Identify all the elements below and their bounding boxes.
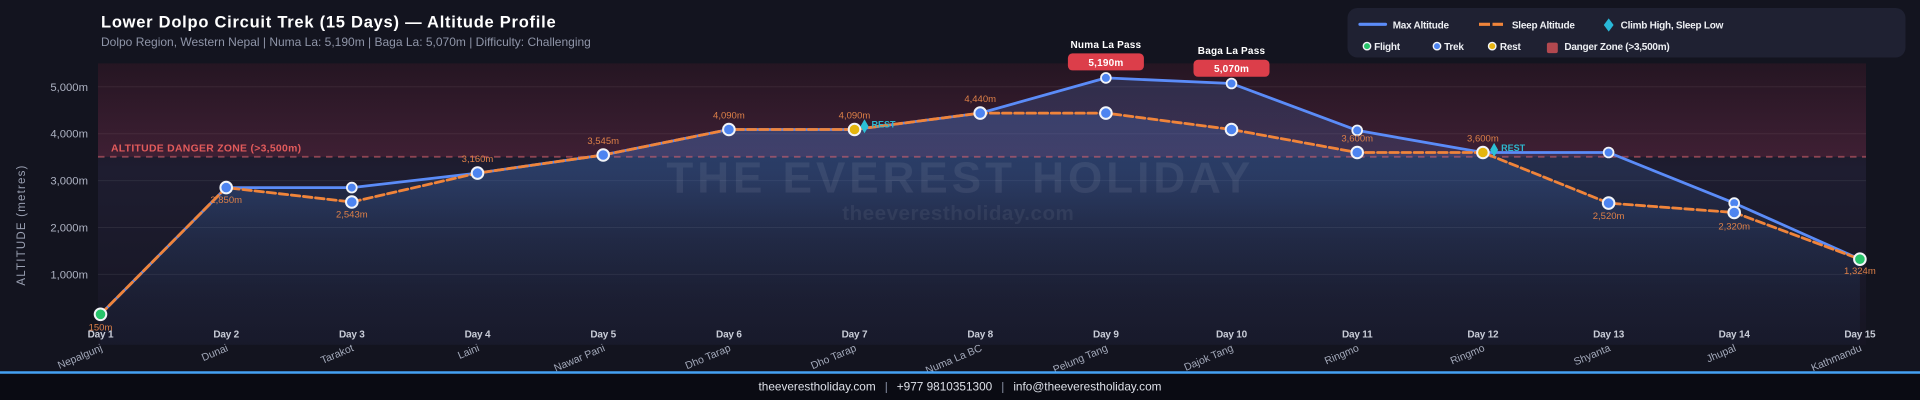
svg-text:2,520m: 2,520m bbox=[1593, 211, 1625, 222]
svg-text:5,190m: 5,190m bbox=[1088, 58, 1123, 69]
svg-text:Day 9: Day 9 bbox=[1093, 330, 1119, 341]
svg-text:Baga La Pass: Baga La Pass bbox=[1198, 46, 1266, 57]
svg-text:Day 7: Day 7 bbox=[842, 330, 868, 341]
svg-text:4,090m: 4,090m bbox=[839, 111, 871, 122]
svg-text:3,000m: 3,000m bbox=[50, 176, 88, 188]
svg-text:Danger Zone (>3,500m): Danger Zone (>3,500m) bbox=[1564, 42, 1669, 53]
svg-text:5,000m: 5,000m bbox=[50, 82, 88, 94]
svg-text:Numa La Pass: Numa La Pass bbox=[1071, 40, 1142, 51]
svg-text:2,850m: 2,850m bbox=[210, 195, 242, 206]
svg-text:Day 13: Day 13 bbox=[1593, 330, 1625, 341]
svg-text:theeverestholiday.com: theeverestholiday.com bbox=[842, 202, 1074, 225]
svg-text:1,000m: 1,000m bbox=[50, 269, 88, 281]
svg-text:Day 6: Day 6 bbox=[716, 330, 742, 341]
svg-text:Lower Dolpo Circuit Trek (15 D: Lower Dolpo Circuit Trek (15 Days) — Alt… bbox=[101, 14, 556, 32]
svg-text:ALTITUDE (metres): ALTITUDE (metres) bbox=[16, 164, 28, 285]
svg-text:ALTITUDE DANGER ZONE (>3,500m): ALTITUDE DANGER ZONE (>3,500m) bbox=[111, 143, 301, 154]
svg-text:Day 1: Day 1 bbox=[88, 330, 114, 341]
svg-text:2,320m: 2,320m bbox=[1718, 222, 1750, 233]
svg-text:3,600m: 3,600m bbox=[1341, 134, 1373, 145]
svg-text:1,324m: 1,324m bbox=[1844, 266, 1876, 277]
svg-text:Rest: Rest bbox=[1500, 42, 1522, 53]
svg-text:Dolpo Region, Western Nepal |: Dolpo Region, Western Nepal | Numa La: 5… bbox=[101, 35, 591, 49]
svg-text:3,545m: 3,545m bbox=[587, 136, 619, 147]
svg-text:Day 5: Day 5 bbox=[590, 330, 616, 341]
svg-text:REST: REST bbox=[872, 120, 897, 130]
svg-text:Day 11: Day 11 bbox=[1342, 330, 1373, 341]
svg-text:3,160m: 3,160m bbox=[462, 154, 494, 165]
svg-text:Day 8: Day 8 bbox=[967, 330, 993, 341]
svg-text:Day 3: Day 3 bbox=[339, 330, 365, 341]
svg-text:5,070m: 5,070m bbox=[1214, 64, 1249, 75]
svg-text:2,000m: 2,000m bbox=[50, 223, 88, 235]
svg-text:Day 15: Day 15 bbox=[1844, 330, 1876, 341]
svg-text:Day 10: Day 10 bbox=[1216, 330, 1248, 341]
svg-text:Day 12: Day 12 bbox=[1467, 330, 1499, 341]
svg-text:Trek: Trek bbox=[1444, 42, 1464, 53]
svg-text:Sleep Altitude: Sleep Altitude bbox=[1512, 21, 1575, 32]
svg-text:Flight: Flight bbox=[1374, 42, 1401, 53]
svg-text:4,440m: 4,440m bbox=[964, 94, 996, 105]
svg-text:Max Altitude: Max Altitude bbox=[1393, 21, 1450, 32]
svg-text:Day 2: Day 2 bbox=[213, 330, 239, 341]
svg-text:THE EVEREST HOLIDAY: THE EVEREST HOLIDAY bbox=[666, 154, 1254, 203]
svg-text:Day 14: Day 14 bbox=[1719, 330, 1751, 341]
svg-text:Day 4: Day 4 bbox=[465, 330, 491, 341]
svg-text:Climb High, Sleep Low: Climb High, Sleep Low bbox=[1621, 21, 1724, 32]
svg-text:4,090m: 4,090m bbox=[713, 111, 745, 122]
svg-text:theeverestholiday.com|+977 981: theeverestholiday.com | +977 9810351300 | in… bbox=[759, 380, 1162, 394]
svg-text:150m: 150m bbox=[89, 322, 113, 333]
svg-text:3,600m: 3,600m bbox=[1467, 134, 1499, 145]
svg-text:4,000m: 4,000m bbox=[50, 129, 88, 141]
svg-text:2,543m: 2,543m bbox=[336, 210, 368, 221]
svg-text:REST: REST bbox=[1501, 143, 1526, 153]
